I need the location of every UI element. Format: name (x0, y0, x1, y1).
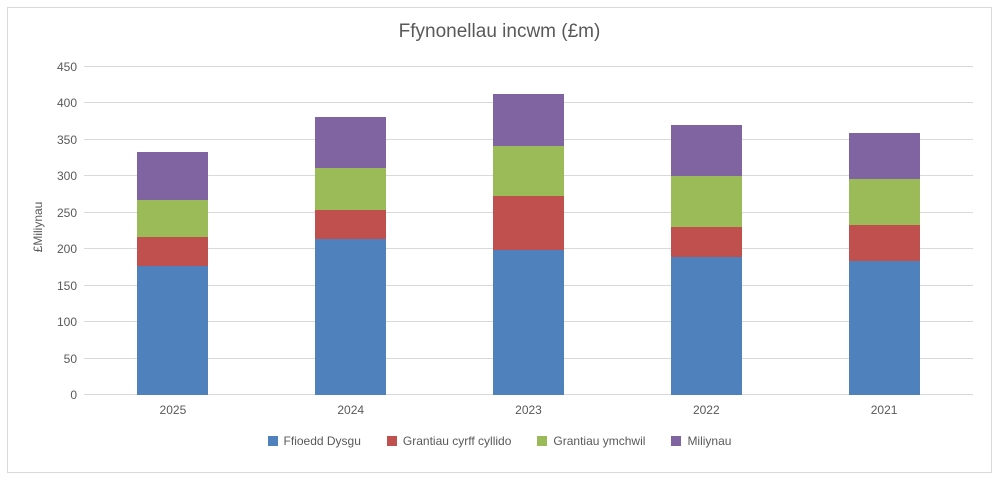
x-tick-label: 2022 (692, 403, 720, 417)
bar-column-2024[interactable] (315, 67, 387, 395)
y-axis-ticks: 0 50 100 150 200 250 300 350 400 450 (0, 60, 77, 402)
bar-slot (84, 67, 262, 395)
bar-segment-miliynau[interactable] (670, 125, 742, 176)
y-tick-label: 200 (56, 242, 77, 257)
legend-swatch (537, 436, 548, 446)
y-tick-label: 150 (56, 278, 77, 293)
legend-item-miliynau[interactable]: Miliynau (671, 434, 731, 448)
chart-title: Ffynonellau incwm (£m) (398, 21, 601, 42)
plot-area (84, 66, 973, 395)
bar-row (84, 67, 973, 395)
bar-segment-ffioedd-dysgu[interactable] (848, 260, 920, 395)
legend-label: Ffioedd Dysgu (283, 434, 361, 448)
legend-swatch (267, 436, 278, 446)
bar-segment-ffioedd-dysgu[interactable] (670, 256, 742, 395)
bar-segment-grantiau-cyrff-cyllido[interactable] (670, 226, 742, 257)
bar-segment-miliynau[interactable] (315, 117, 387, 169)
legend-label: Grantiau cyrff cyllido (402, 434, 512, 448)
y-tick-label: 450 (56, 60, 77, 74)
bar-segment-grantiau-cyrff-cyllido[interactable] (492, 196, 564, 250)
bar-segment-grantiau-cyrff-cyllido[interactable] (848, 225, 920, 261)
legend-label: Grantiau ymchwil (553, 434, 646, 448)
y-tick-label: 350 (56, 132, 77, 147)
x-tick-label: 2024 (337, 403, 365, 417)
bar-segment-ffioedd-dysgu[interactable] (137, 266, 209, 395)
bar-column-2023[interactable] (492, 67, 564, 395)
x-axis-labels: 2025 2024 2023 2022 2021 (84, 403, 973, 417)
bar-segment-grantiau-cyrff-cyllido[interactable] (137, 236, 209, 266)
gridline (84, 66, 973, 67)
bar-segment-ffioedd-dysgu[interactable] (492, 249, 564, 395)
y-tick-label: 300 (56, 169, 77, 184)
bar-segment-grantiau-ymchwil[interactable] (492, 146, 564, 197)
legend-swatch (386, 436, 397, 446)
bar-slot (795, 67, 973, 395)
x-tick-label: 2023 (515, 403, 542, 417)
legend-item-grantiau-cyrff-cyllido[interactable]: Grantiau cyrff cyllido (386, 434, 512, 448)
bar-segment-miliynau[interactable] (137, 152, 209, 200)
bar-segment-grantiau-ymchwil[interactable] (848, 178, 920, 226)
legend: Ffioedd Dysgu Grantiau cyrff cyllido Grant… (0, 434, 999, 448)
bar-segment-miliynau[interactable] (848, 132, 920, 179)
bar-segment-grantiau-cyrff-cyllido[interactable] (315, 209, 387, 240)
x-tick-label: 2025 (159, 403, 187, 417)
bar-slot (617, 67, 795, 395)
y-tick-label: 250 (56, 205, 77, 220)
bar-slot (262, 67, 440, 395)
y-tick-label: 400 (56, 96, 77, 111)
legend-item-ffioedd-dysgu[interactable]: Ffioedd Dysgu (267, 434, 361, 448)
bar-segment-miliynau[interactable] (492, 93, 564, 147)
bar-column-2022[interactable] (670, 67, 742, 395)
legend-swatch (671, 436, 682, 446)
bar-segment-grantiau-ymchwil[interactable] (137, 199, 209, 237)
x-tick-label: 2021 (870, 403, 898, 417)
legend-label: Miliynau (687, 434, 732, 448)
bar-slot (440, 67, 618, 395)
bar-segment-ffioedd-dysgu[interactable] (315, 239, 387, 395)
y-tick-label: 100 (56, 315, 77, 330)
bar-column-2025[interactable] (137, 67, 209, 395)
legend-item-grantiau-ymchwil[interactable]: Grantiau ymchwil (537, 434, 645, 448)
bar-segment-grantiau-ymchwil[interactable] (670, 175, 742, 227)
bar-segment-grantiau-ymchwil[interactable] (315, 168, 387, 210)
y-tick-label: 50 (63, 351, 77, 366)
y-tick-label: 0 (70, 388, 77, 402)
bar-column-2021[interactable] (848, 67, 920, 395)
